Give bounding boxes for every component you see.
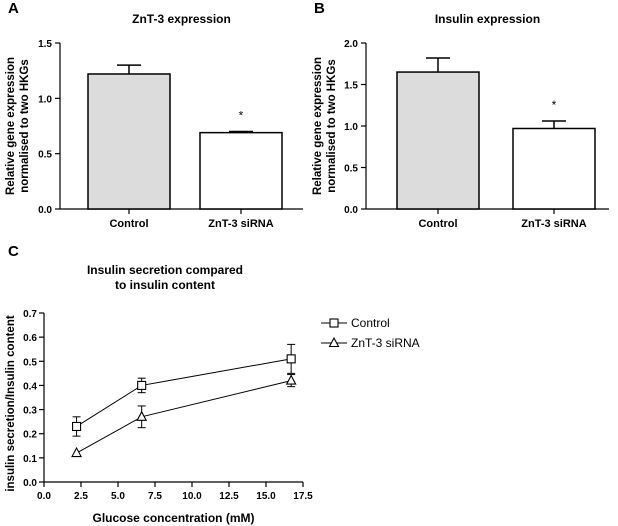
- panel-c-ylabel: insulin secretion/Insulin content: [5, 315, 17, 492]
- panel-c-ytick-label: 0.3: [23, 406, 37, 417]
- panel-b-ytick-label: 1.5: [344, 81, 358, 92]
- panel-b-ylabel: Relative gene expression: [312, 57, 324, 195]
- panel-a-ytick-label: 0.0: [38, 205, 52, 216]
- panel-b-ytick-label: 2.0: [344, 39, 358, 50]
- panel-c-xlabel: Glucose concentration (mM): [92, 511, 254, 525]
- panel-b-ytick-label: 0.0: [344, 205, 358, 216]
- panel-b-bar: [396, 71, 480, 210]
- panel-a-ylabel: Relative gene expression: [5, 57, 17, 195]
- panel-c-point-control: [137, 380, 147, 390]
- panel-b-ytick-label: 0.5: [344, 164, 358, 175]
- panel-b-category-label: ZnT-3 siRNA: [521, 218, 586, 230]
- panel-c-line-control: [76, 358, 292, 427]
- panel-c-ytick-label: 0.1: [23, 454, 37, 465]
- panel-a-title: ZnT-3 expression: [132, 12, 231, 26]
- panel-c-legend-marker: [329, 318, 339, 328]
- panel-b-letter: B: [314, 0, 325, 17]
- panel-a-ytick-label: 1.0: [38, 94, 52, 105]
- panel-c-ytick-label: 0.4: [23, 381, 37, 392]
- panel-a-letter: A: [8, 0, 19, 17]
- panel-a-significance-star: *: [239, 109, 244, 123]
- panel-c-legend-marker: [328, 336, 340, 348]
- panel-c-legend-label: Control: [351, 316, 390, 330]
- panel-a-bar: [87, 73, 171, 210]
- panel-c-xtick-label: 2.5: [74, 491, 88, 502]
- panel-a-bar: [199, 131, 283, 210]
- panel-c-xtick-label: 15.0: [256, 491, 276, 502]
- panel-c-legend-label: ZnT-3 siRNA: [351, 336, 420, 350]
- panel-c-letter: C: [8, 243, 19, 260]
- panel-b-bar: [512, 127, 596, 210]
- panel-c-ytick-label: 0.7: [23, 309, 37, 320]
- panel-c-xtick-label: 7.5: [148, 491, 162, 502]
- panel-a-category-label: Control: [109, 218, 148, 230]
- panel-c-point-control: [72, 421, 82, 432]
- panel-c-point-znt-3-sirna: [136, 410, 148, 421]
- panel-c-xtick-label: 0.0: [37, 491, 51, 502]
- panel-c-ytick-label: 0.5: [23, 357, 37, 368]
- panel-c-xtick-label: 10.0: [182, 491, 202, 502]
- panel-a-category-label: ZnT-3 siRNA: [208, 218, 273, 230]
- panel-b-ylabel: normalised to two HKGs: [326, 59, 338, 193]
- panel-b-significance-star: *: [552, 98, 557, 112]
- panel-c-ytick-label: 0.0: [23, 478, 37, 489]
- panel-a-ytick-label: 1.5: [38, 39, 52, 50]
- panel-c-line-znt-3-sirna: [76, 380, 292, 454]
- panel-c-xtick-label: 17.5: [293, 491, 313, 502]
- panel-b-category-label: Control: [418, 218, 457, 230]
- panel-c-xtick-label: 5.0: [111, 491, 125, 502]
- panel-b-title: Insulin expression: [435, 12, 540, 26]
- panel-c-point-control: [286, 354, 296, 364]
- panel-a-ytick-label: 0.5: [38, 150, 52, 161]
- panel-c-ytick-label: 0.6: [23, 333, 37, 344]
- panel-c-point-znt-3-sirna: [71, 446, 82, 458]
- panel-c-point-znt-3-sirna: [285, 374, 297, 385]
- panel-c-title: Insulin secretion compared: [87, 263, 243, 277]
- panel-c-title: to insulin content: [115, 278, 215, 292]
- panel-b-ytick-label: 1.0: [344, 122, 358, 133]
- panel-c-ytick-label: 0.2: [23, 430, 37, 441]
- panel-a-ylabel: normalised to two HKGs: [19, 59, 31, 193]
- panel-c-xtick-label: 12.5: [219, 491, 239, 502]
